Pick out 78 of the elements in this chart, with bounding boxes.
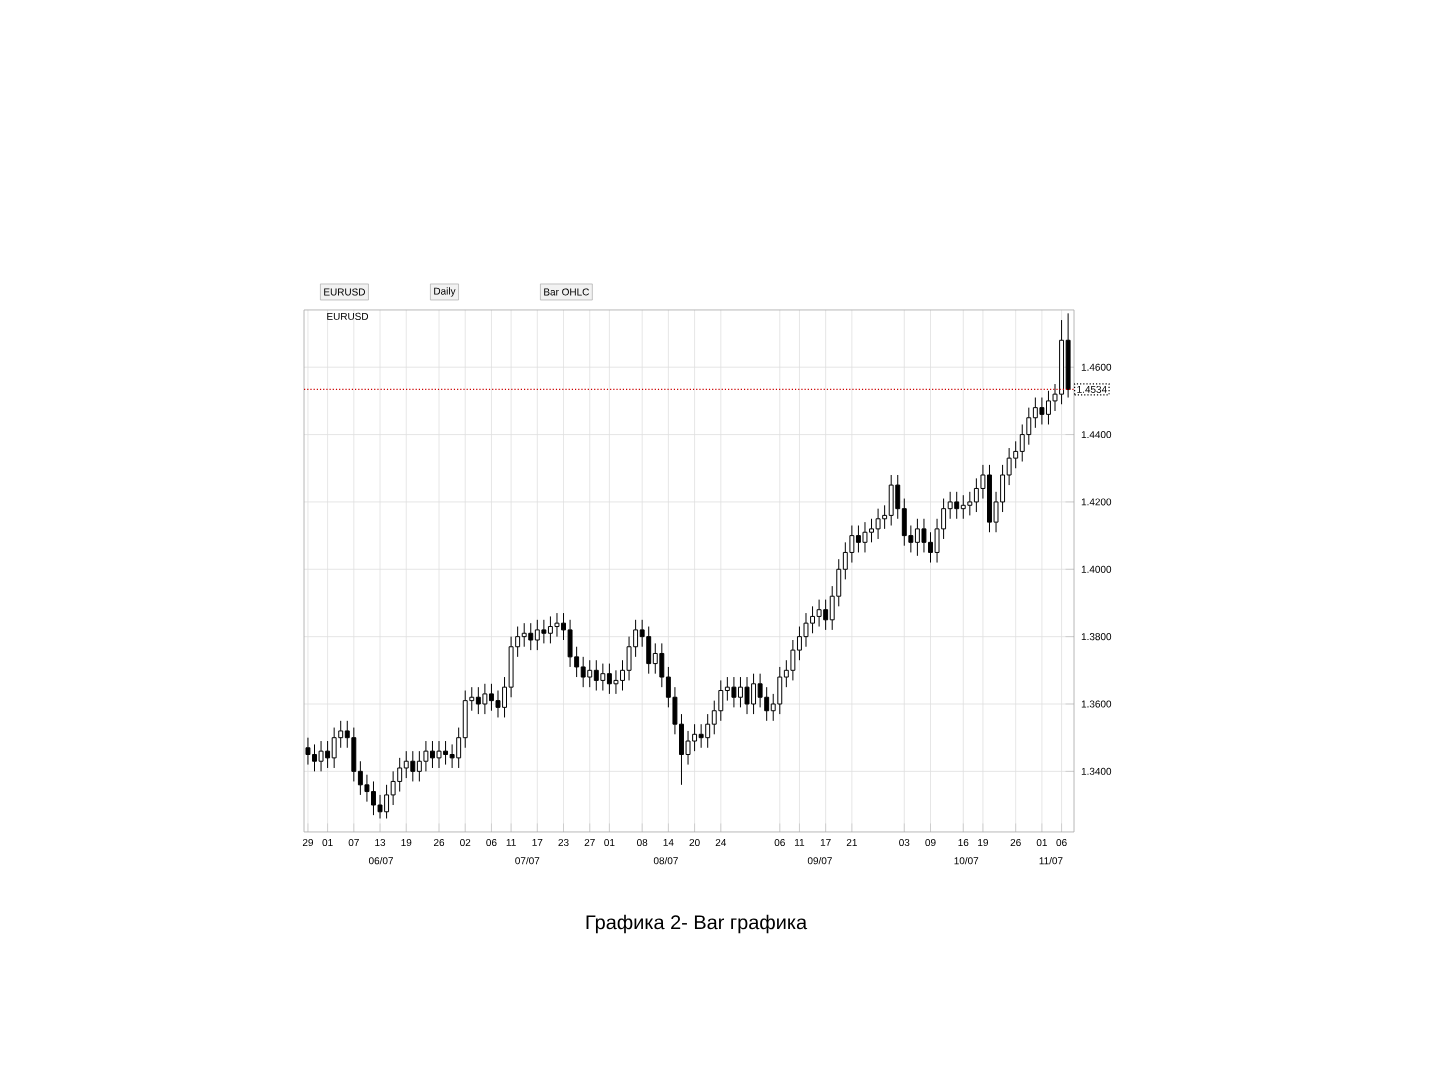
candlestick [325,740,331,769]
candlestick [528,622,534,651]
candlestick [718,679,724,722]
candlestick [482,683,488,715]
candlestick [436,740,442,769]
candlestick [705,713,711,749]
candlestick [593,659,599,692]
candlestick [751,673,757,715]
candlestick [364,774,370,803]
candlestick [351,727,357,782]
candlestick [967,491,973,516]
candlestick [869,518,874,543]
candlestick [495,690,501,718]
candlestick [377,794,383,819]
candlestick [1013,440,1019,469]
candlestick [855,525,861,553]
candlestick [600,663,606,692]
candlestick [443,740,449,766]
candlestick [534,619,540,651]
candlestick [312,743,317,772]
candlestick [731,676,737,708]
candlestick [423,740,429,772]
candlestick [816,599,822,628]
candlestick [1032,397,1038,429]
candlestick [737,676,743,708]
candlestick [888,474,894,526]
candlestick [554,612,560,638]
candlestick [914,518,920,557]
candlestick [744,676,750,715]
candlestick [849,525,855,564]
candlestick [646,626,652,675]
candlestick [449,743,455,769]
candlestick [928,531,933,564]
candlestick [954,491,960,520]
candlestick [403,750,409,779]
candlestick [987,464,992,533]
candlestick [371,780,376,816]
candlestick [331,727,337,769]
candlestick [587,659,593,688]
candlestick [567,619,573,668]
candlestick [764,686,770,722]
candlestick [1059,319,1065,405]
candlestick [803,612,809,648]
candlestick [416,750,422,782]
candlestick [541,619,547,644]
candlestick [410,750,416,782]
candlestick [777,666,783,715]
candlestick [318,740,324,772]
candlestick [875,508,881,540]
candlestick [698,723,704,749]
candlestick [305,737,311,766]
candlestick [757,673,763,708]
candlestick [475,686,481,715]
candlestick [921,518,927,553]
candlestick [1039,397,1045,425]
candlestick [692,723,698,752]
candlestick [1026,407,1032,446]
candlestick [652,642,658,675]
candlestick [1019,423,1025,463]
candlestick [397,757,403,793]
candlestick [862,521,868,553]
candlestick [430,740,435,769]
candlestick [685,730,691,766]
candlestick [521,622,527,648]
candlestick [390,770,396,806]
candlestick [960,494,966,520]
candlestick [790,639,796,681]
candlestick [580,656,586,688]
candlestick [973,477,979,513]
candlestick [810,605,816,634]
candlestick [613,669,619,695]
text: Графика 2- Bar графика [586,914,808,934]
candlestick [626,636,632,681]
candlestick [547,615,553,644]
candlestick [488,683,494,712]
candlestick [823,599,829,631]
candlestick [606,663,612,695]
candlestick [1046,390,1051,425]
